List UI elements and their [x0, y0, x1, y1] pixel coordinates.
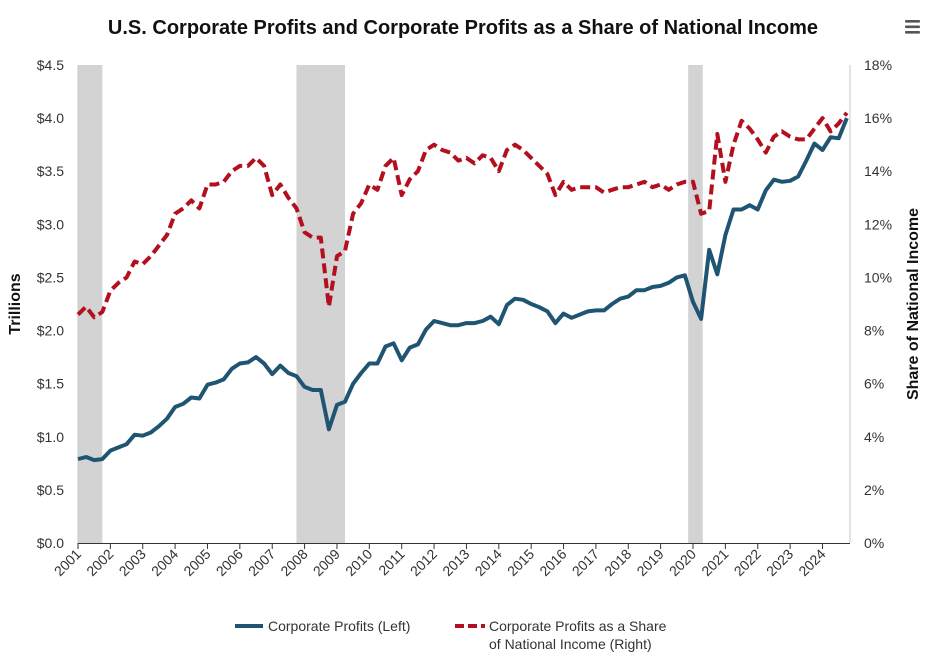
- y-tick-right: 0%: [864, 535, 884, 551]
- x-tick-label: 2004: [148, 546, 181, 579]
- y-tick-right: 14%: [864, 163, 892, 179]
- y-tick-left: $4.0: [37, 110, 64, 126]
- share-series-line: [76, 111, 849, 320]
- left-axis-title: Trillions: [7, 273, 24, 334]
- y-tick-left: $3.5: [37, 163, 64, 179]
- y-tick-right: 10%: [864, 269, 892, 285]
- legend-label-share-line1: Corporate Profits as a Share: [489, 618, 667, 634]
- x-tick-label: 2013: [439, 546, 472, 579]
- hamburger-menu-icon[interactable]: [900, 16, 924, 38]
- right-y-axis: 0% 2% 4% 6% 8% 10% 12% 14% 16% 18%: [864, 57, 892, 551]
- recession-band: [296, 65, 346, 543]
- profits-series-line: [77, 117, 849, 463]
- x-tick-label: 2023: [763, 546, 796, 579]
- x-tick-label: 2021: [698, 546, 731, 579]
- legend: Corporate Profits (Left) Corporate Profi…: [235, 618, 667, 652]
- legend-label-share-line2: of National Income (Right): [489, 636, 652, 652]
- y-tick-right: 16%: [864, 110, 892, 126]
- y-tick-right: 4%: [864, 429, 884, 445]
- x-tick-label: 2011: [375, 546, 408, 579]
- x-tick-label: 2015: [504, 546, 537, 579]
- y-tick-left: $0.0: [37, 535, 64, 551]
- x-tick-label: 2005: [180, 546, 213, 579]
- y-tick-right: 2%: [864, 482, 884, 498]
- right-axis-title: Share of National Income: [905, 208, 922, 400]
- x-tick-label: 2007: [245, 546, 278, 579]
- x-tick-label: 2017: [569, 546, 602, 579]
- x-tick-label: 2003: [116, 546, 149, 579]
- y-tick-left: $4.5: [37, 57, 64, 73]
- x-axis: 2001 2002 2003 2004 2005 2006 2007 2008 2009 2010…: [51, 543, 829, 579]
- x-tick-label: 2020: [666, 546, 699, 579]
- x-tick-label: 2009: [310, 546, 343, 579]
- y-tick-right: 6%: [864, 376, 884, 392]
- recession-band: [78, 65, 103, 543]
- x-tick-label: 2012: [407, 546, 440, 579]
- chart-title: U.S. Corporate Profits and Corporate Pro…: [108, 17, 818, 39]
- y-tick-left: $1.5: [37, 376, 64, 392]
- x-tick-label: 2016: [536, 546, 569, 579]
- x-tick-label: 2024: [795, 546, 828, 579]
- legend-item-share[interactable]: Corporate Profits as a Share of National…: [455, 618, 667, 652]
- y-tick-right: 12%: [864, 216, 892, 232]
- x-tick-label: 2010: [342, 546, 375, 579]
- y-tick-left: $0.5: [37, 482, 64, 498]
- y-tick-left: $3.0: [37, 216, 64, 232]
- x-tick-label: 2002: [83, 546, 116, 579]
- x-tick-label: 2018: [601, 546, 634, 579]
- left-y-axis: $0.0 $0.5 $1.0 $1.5 $2.0 $2.5 $3.0 $3.5 $4.0 $4.5: [37, 57, 64, 551]
- x-tick-label: 2014: [472, 546, 505, 579]
- x-tick-label: 2008: [277, 546, 310, 579]
- x-tick-label: 2006: [213, 546, 246, 579]
- y-tick-right: 18%: [864, 57, 892, 73]
- y-tick-right: 8%: [864, 323, 884, 339]
- x-tick-label: 2019: [633, 546, 666, 579]
- legend-item-profits[interactable]: Corporate Profits (Left): [235, 618, 410, 634]
- y-tick-left: $2.5: [37, 269, 64, 285]
- x-tick-label: 2022: [731, 546, 764, 579]
- y-tick-left: $1.0: [37, 429, 64, 445]
- legend-label-profits: Corporate Profits (Left): [268, 618, 410, 634]
- series-layer: [76, 111, 849, 463]
- y-tick-left: $2.0: [37, 323, 64, 339]
